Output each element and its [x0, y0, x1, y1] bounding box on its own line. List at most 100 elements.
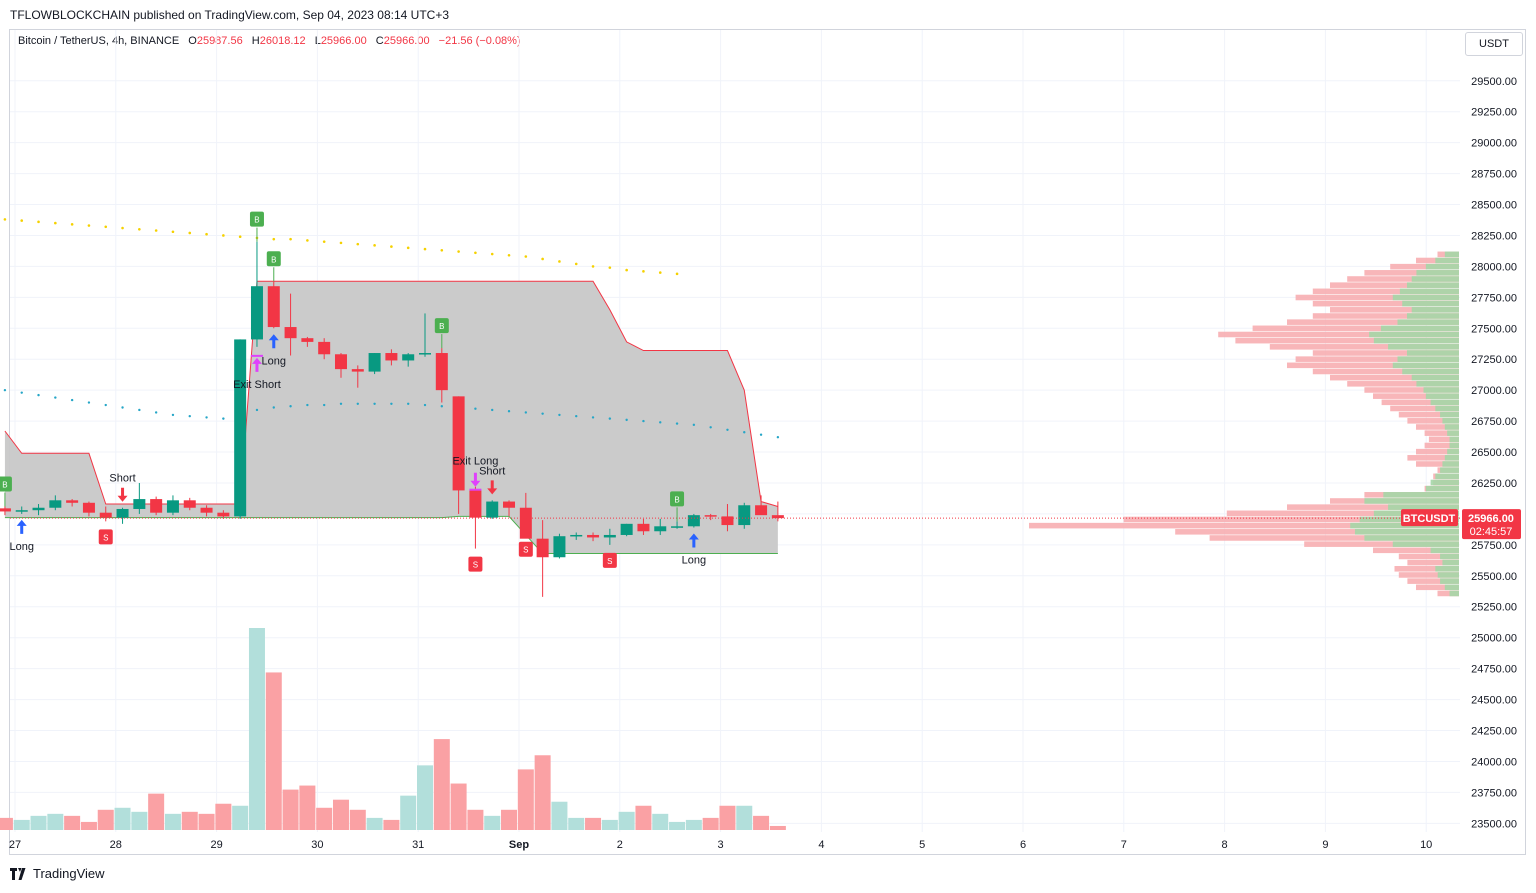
footer-brand[interactable]: TradingView [10, 866, 105, 881]
yellow-dot [20, 219, 24, 222]
time-tick-label: Sep [509, 839, 529, 851]
teal-dot [625, 418, 628, 422]
buy-signal-label: B [254, 216, 259, 225]
profile-buy-bar [1411, 374, 1459, 381]
profile-buy-bar [1399, 288, 1459, 295]
volume-bar [282, 789, 299, 830]
candles [0, 241, 1460, 597]
volume-bar [753, 815, 770, 830]
currency-button[interactable]: USDT [1465, 32, 1523, 56]
symbol-name[interactable]: Bitcoin / TetherUS, 4h, BINANCE [18, 35, 180, 47]
time-tick-label: 27 [9, 839, 21, 851]
time-tick-label: 2 [617, 839, 623, 851]
profile-buy-bar [1406, 350, 1459, 356]
profile-buy-bar [1435, 566, 1459, 572]
price-tick-label: 24500.00 [1471, 695, 1517, 707]
volume-bar [568, 817, 585, 830]
profile-sell-bar [1424, 430, 1459, 436]
teal-dot [390, 402, 393, 405]
yellow-dot [87, 224, 91, 227]
volume-bar [769, 825, 786, 830]
time-tick-label: 4 [818, 839, 824, 851]
price-tag-text: 25966.00 [1468, 513, 1514, 525]
candle-body [587, 534, 600, 538]
profile-sell-bar [1398, 572, 1459, 578]
exit-short-bar-icon [250, 354, 263, 357]
time-tick-label: 3 [718, 839, 724, 851]
volume-bar [80, 821, 97, 830]
candle-body [435, 353, 448, 391]
candle-body [469, 490, 482, 518]
volume-bar [131, 811, 148, 830]
candle-body [452, 396, 465, 491]
time-tick-label: 28 [110, 839, 122, 851]
yellow-dot [423, 247, 427, 251]
price-tick-label: 24750.00 [1471, 664, 1517, 676]
candle-body [755, 505, 768, 516]
volume-bar [332, 799, 349, 830]
profile-buy-bar [1425, 393, 1459, 399]
profile-buy-bar [1435, 473, 1459, 480]
teal-dot [709, 426, 712, 429]
price-tick-label: 25500.00 [1471, 571, 1517, 583]
profile-buy-bar [1392, 541, 1459, 547]
price-tick-label: 27500.00 [1471, 323, 1517, 335]
profile-buy-bar [1402, 368, 1459, 375]
price-tick-label: 27750.00 [1471, 292, 1517, 304]
volume-bar [30, 815, 47, 830]
volume-bar [719, 805, 736, 830]
time-tick-label: 29 [210, 839, 222, 851]
candle-body [82, 502, 95, 513]
volume-bar [248, 628, 265, 830]
volume-bar [316, 807, 333, 830]
teal-dot [104, 403, 107, 407]
teal-dot [558, 413, 561, 417]
price-tick-label: 27000.00 [1471, 385, 1517, 397]
candle-body [553, 536, 566, 558]
teal-dot [154, 411, 158, 414]
profile-buy-bar [1430, 399, 1459, 406]
long-signal-text: Long [682, 555, 706, 567]
yellow-dot [121, 226, 124, 230]
teal-dot [759, 433, 763, 436]
price-tick-label: 29250.00 [1471, 107, 1517, 119]
buy-signal-label: B [271, 255, 276, 264]
teal-dot [541, 412, 544, 415]
buy-signal-label: B [439, 322, 444, 331]
long-arrow-icon [268, 334, 279, 349]
yellow-dot [675, 272, 679, 276]
profile-buy-bar [1392, 294, 1459, 301]
teal-dot [272, 406, 275, 409]
trend-dots [3, 218, 780, 439]
volume-bar [232, 805, 249, 830]
candle-body [419, 353, 432, 355]
countdown-text: 02:45:57 [1470, 526, 1513, 538]
teal-dot [743, 431, 746, 434]
volume-bar [585, 817, 602, 830]
volume-bar [736, 805, 753, 830]
teal-dot [171, 413, 175, 417]
change-value: −21.56 (−0.08%) [438, 35, 521, 47]
yellow-dot [574, 262, 578, 266]
time-tick-label: 7 [1121, 839, 1127, 851]
teal-dot [776, 435, 780, 439]
profile-sell-bar [1373, 393, 1459, 399]
volume-bar [652, 813, 669, 830]
volume-bar [383, 819, 400, 830]
profile-sell-bar [1364, 387, 1459, 393]
volume-bar [164, 813, 181, 830]
candle-body [116, 508, 129, 518]
short-arrow-icon [117, 487, 128, 502]
yellow-dot [524, 255, 528, 258]
profile-sell-bar [1312, 350, 1459, 356]
profile-buy-bar [1364, 498, 1459, 504]
candle-body [66, 500, 79, 503]
volume-bar [618, 811, 635, 830]
profile-buy-bar [1380, 325, 1459, 332]
profile-sell-bar [1312, 300, 1459, 307]
exit-short-text: Exit Short [233, 379, 281, 391]
yellow-dot [222, 234, 225, 237]
time-tick-label: 10 [1420, 839, 1432, 851]
